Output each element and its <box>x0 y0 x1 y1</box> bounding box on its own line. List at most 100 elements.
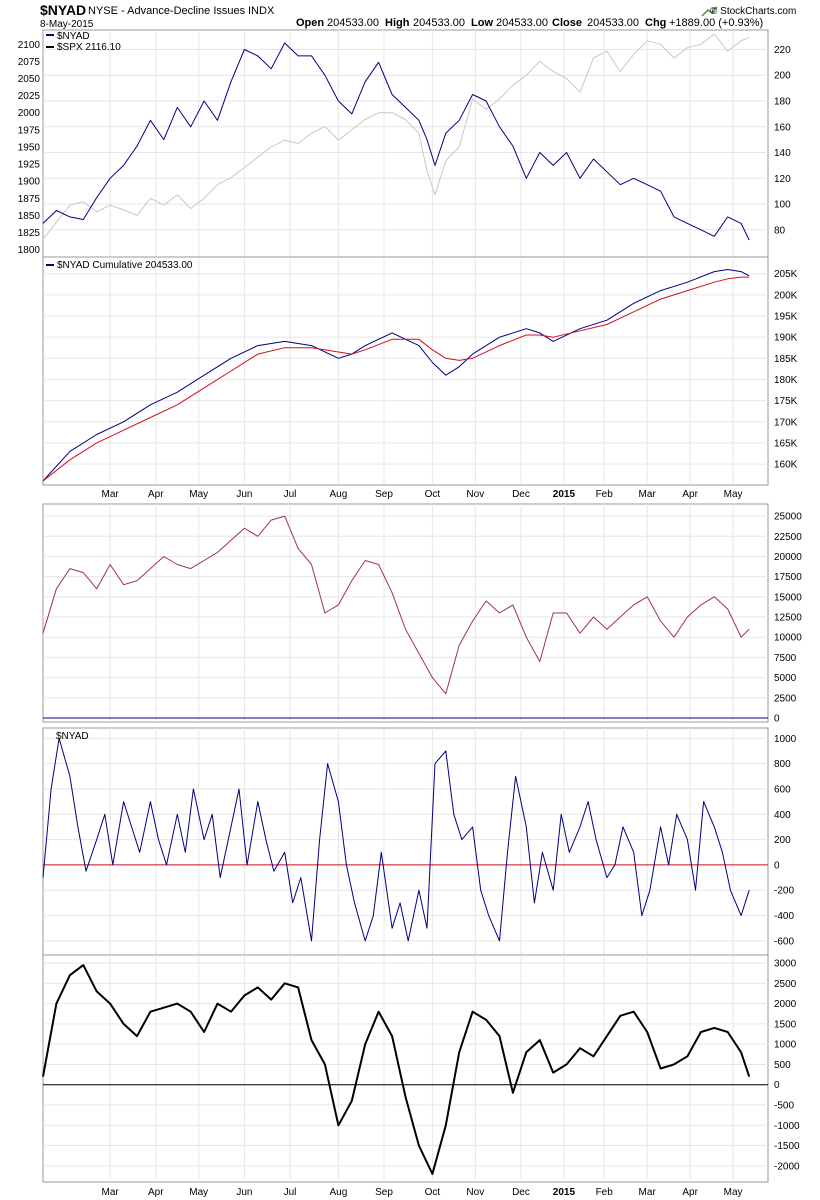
right-tick-label-0: -2000 <box>774 1161 800 1172</box>
right-tick-label-4: 180K <box>774 375 798 386</box>
right-tick-label-5: 12500 <box>774 613 802 624</box>
series-line-price-0 <box>42 33 750 240</box>
right-tick-label-1: 165K <box>774 438 798 449</box>
left-tick-label-0: 1800 <box>18 245 41 256</box>
header-exchange: INDX <box>248 5 275 17</box>
lower-month-label-1: Apr <box>148 1187 164 1198</box>
left-tick-label-10: 2050 <box>18 74 41 85</box>
right-tick-label-7: 1500 <box>774 1019 797 1030</box>
right-tick-label-9: 22500 <box>774 532 802 543</box>
lower-month-label-7: Oct <box>425 1187 441 1198</box>
chg-value: +1889.00 (+0.93%) <box>669 17 763 29</box>
right-tick-label-10: 3000 <box>774 959 797 970</box>
right-tick-label-0: -600 <box>774 936 794 947</box>
panel-frame-oscillator-c <box>42 954 769 1183</box>
right-tick-label-6: 1000 <box>774 1040 797 1051</box>
upper-month-label-0: Mar <box>102 489 120 500</box>
series-line-cumulative-0 <box>42 269 750 482</box>
right-tick-label-5: 185K <box>774 354 798 365</box>
right-tick-label-2: -200 <box>774 886 794 897</box>
upper-month-label-11: Feb <box>596 489 614 500</box>
left-tick-label-2: 1850 <box>18 211 41 222</box>
right-tick-label-3: 140 <box>774 148 791 159</box>
right-tick-label-3: 175K <box>774 396 798 407</box>
upper-month-label-12: Mar <box>639 489 657 500</box>
left-tick-label-7: 1975 <box>18 125 41 136</box>
close-value: 204533.00 <box>587 17 639 29</box>
panel-frame-oscillator-a <box>42 503 769 723</box>
left-tick-label-3: 1875 <box>18 194 41 205</box>
low-label: Low <box>471 17 493 29</box>
right-tick-label-4: 10000 <box>774 633 802 644</box>
upper-month-label-6: Sep <box>375 489 393 500</box>
price-legend: $NYAD $SPX 2116.10 <box>46 31 121 53</box>
trend-arrow-icon <box>701 6 718 17</box>
right-tick-label-6: 190K <box>774 333 798 344</box>
lower-month-label-5: Aug <box>329 1187 347 1198</box>
left-tick-label-12: 2100 <box>18 40 41 51</box>
right-tick-label-7: 17500 <box>774 572 802 583</box>
low-value: 204533.00 <box>496 17 548 29</box>
lower-month-label-6: Sep <box>375 1187 393 1198</box>
right-tick-label-8: 20000 <box>774 552 802 563</box>
lower-month-label-4: Jul <box>284 1187 297 1198</box>
right-tick-label-1: 2500 <box>774 693 797 704</box>
panel-oscillator-b: -600 -400 -200 0 200 400 600 800 1000 <box>42 727 797 956</box>
lower-month-label-11: Feb <box>596 1187 614 1198</box>
series-line-cumulative-1 <box>42 276 750 482</box>
panel-frame-oscillator-b <box>42 727 769 956</box>
right-tick-label-6: 200 <box>774 71 791 82</box>
right-tick-label-2: 170K <box>774 417 798 428</box>
right-tick-label-9: 205K <box>774 269 798 280</box>
close-label: Close <box>552 17 582 29</box>
right-tick-label-4: 160 <box>774 122 791 133</box>
series-line-oscillator-b-0 <box>42 737 750 942</box>
upper-month-label-14: May <box>724 489 743 500</box>
panel-frame-cumulative <box>42 256 769 486</box>
right-tick-label-3: 0 <box>774 860 780 871</box>
upper-month-label-1: Apr <box>148 489 164 500</box>
upper-month-label-2: May <box>189 489 208 500</box>
chart-panels: 80 100 120 140 160 180 200 220 1800 1825 1850 1875 1… <box>18 29 802 1198</box>
upper-month-label-5: Aug <box>329 489 347 500</box>
upper-month-label-10: 2015 <box>553 489 576 500</box>
right-tick-label-3: 7500 <box>774 653 797 664</box>
lower-month-label-8: Nov <box>466 1187 484 1198</box>
right-tick-label-0: 160K <box>774 460 798 471</box>
lower-month-label-9: Dec <box>512 1187 530 1198</box>
series-line-price-1 <box>42 42 750 241</box>
upper-month-label-13: Apr <box>682 489 698 500</box>
right-tick-label-6: 15000 <box>774 592 802 603</box>
right-tick-label-8: 1000 <box>774 734 797 745</box>
left-tick-label-9: 2025 <box>18 91 41 102</box>
panel-oscillator-a: 0 2500 5000 7500 10000 12500 15000 17500 20000 22… <box>42 503 802 725</box>
right-tick-label-9: 2500 <box>774 979 797 990</box>
left-tick-label-1: 1825 <box>18 228 41 239</box>
open-label: Open <box>296 17 324 29</box>
right-tick-label-2: 120 <box>774 174 791 185</box>
lower-month-label-12: Mar <box>639 1187 657 1198</box>
lower-month-label-10: 2015 <box>553 1187 576 1198</box>
legend-nyad: $NYAD <box>57 31 90 42</box>
high-value: 204533.00 <box>413 17 465 29</box>
right-tick-label-7: 800 <box>774 759 791 770</box>
upper-month-label-3: Jun <box>236 489 252 500</box>
left-tick-label-5: 1925 <box>18 160 41 171</box>
lower-month-label-2: May <box>189 1187 208 1198</box>
high-label: High <box>385 17 410 29</box>
lower-month-label-13: Apr <box>682 1187 698 1198</box>
right-tick-label-1: -1500 <box>774 1141 800 1152</box>
right-tick-label-4: 200 <box>774 835 791 846</box>
right-tick-label-2: 5000 <box>774 673 797 684</box>
lower-month-label-0: Mar <box>102 1187 120 1198</box>
legend-cumulative: $NYAD Cumulative 204533.00 <box>57 260 193 271</box>
panel-cumulative: 160K 165K 170K 175K 180K 185K 190K 195K 200K 205K <box>42 256 798 486</box>
right-tick-label-8: 2000 <box>774 999 797 1010</box>
left-tick-label-6: 1950 <box>18 142 41 153</box>
header-date: 8-May-2015 <box>40 19 94 30</box>
oscillator-b-title: $NYAD <box>56 731 89 742</box>
series-line-oscillator-a-0 <box>42 515 750 695</box>
open-value: 204533.00 <box>327 17 379 29</box>
right-tick-label-0: 0 <box>774 714 780 725</box>
